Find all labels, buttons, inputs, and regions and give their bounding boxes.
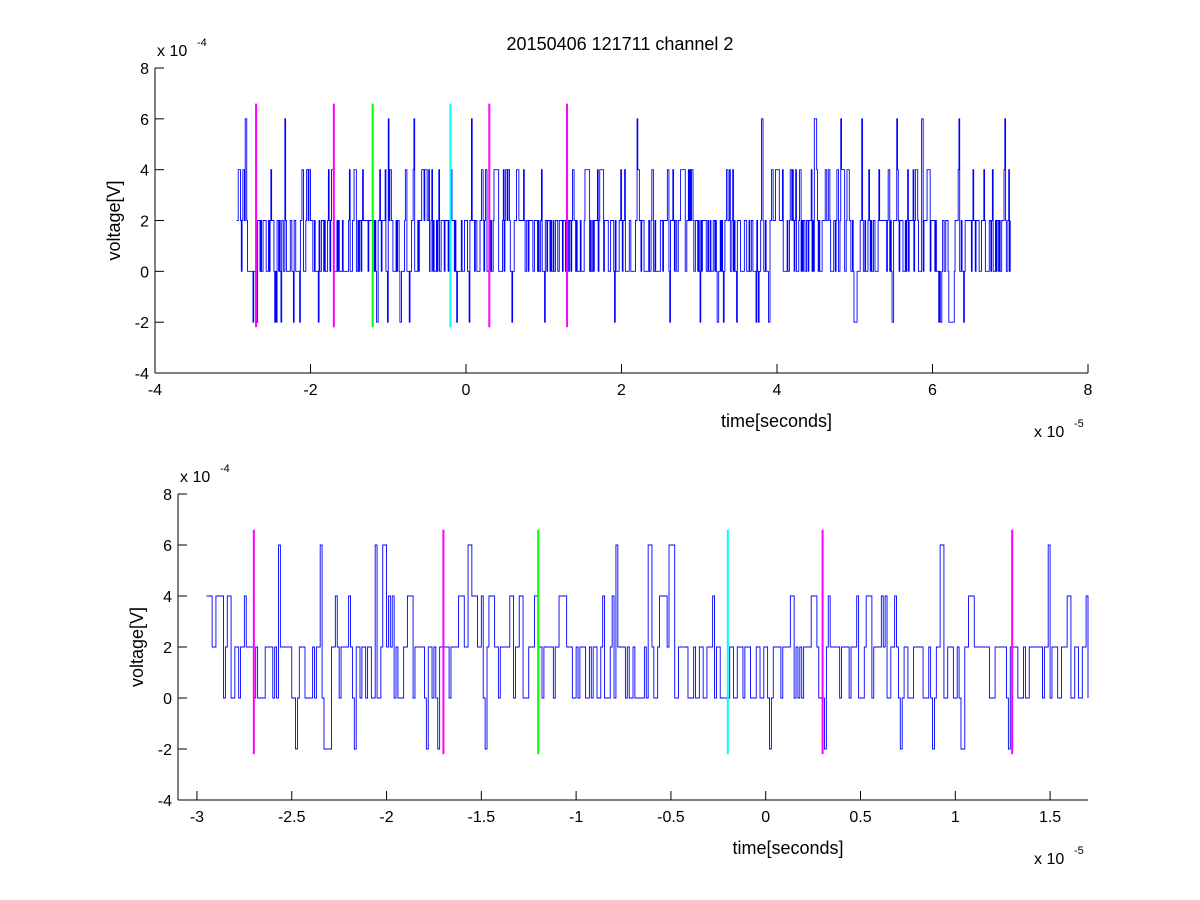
y-tick-label: 6 [140, 112, 149, 129]
x-tick-label: -2.5 [278, 809, 306, 826]
y-axis-label: voltage[V] [104, 180, 124, 260]
y-exponent-power: -4 [197, 37, 207, 49]
plot-top: -4 -2 0 2 4 6 8 -4 -2 0 2 4 6 8 time[seconds] voltage[V… [104, 37, 1093, 441]
y-exponent-power: -4 [220, 463, 230, 475]
x-tick-label: -0.5 [657, 809, 685, 826]
x-tick-label: -3 [190, 809, 204, 826]
y-axis-label: voltage[V] [127, 607, 147, 687]
x-tick-label: -1.5 [468, 809, 496, 826]
y-exponent-label: x 10 [157, 43, 187, 60]
y-tick-label: 0 [140, 264, 149, 281]
x-exponent-label: x 10 [1034, 424, 1064, 441]
x-exponent-power: -5 [1074, 418, 1084, 430]
y-tick-label: -4 [135, 366, 149, 383]
y-tick-label: 8 [163, 487, 172, 504]
y-tick-label: -2 [135, 315, 149, 332]
x-tick-label: 0 [462, 382, 471, 399]
x-exponent-label: x 10 [1034, 851, 1064, 868]
x-tick-label: 6 [928, 382, 937, 399]
plot-bottom: -3 -2.5 -2 -1.5 -1 -0.5 0 0.5 1 1.5 -4 -2 0 2 4 6 8 time[… [127, 463, 1089, 868]
y-tick-label: -4 [158, 793, 172, 810]
y-tick-label: 8 [140, 61, 149, 78]
x-tick-label: 0 [761, 809, 770, 826]
y-tick-label: 4 [140, 163, 149, 180]
x-tick-label: 0.5 [849, 809, 871, 826]
x-tick-label: 1 [951, 809, 960, 826]
x-tick-label: 2 [617, 382, 626, 399]
x-tick-label: 8 [1084, 382, 1093, 399]
y-tick-label: 2 [163, 640, 172, 657]
x-tick-label: 4 [773, 382, 782, 399]
x-exponent-power: -5 [1074, 845, 1084, 857]
y-tick-label: 4 [163, 589, 172, 606]
y-tick-label: 2 [140, 214, 149, 231]
y-tick-label: 6 [163, 538, 172, 555]
x-axis-label: time[seconds] [721, 411, 832, 431]
x-tick-label: -4 [148, 382, 162, 399]
signal-trace [236, 118, 1011, 323]
y-exponent-label: x 10 [180, 469, 210, 486]
x-tick-label: -2 [379, 809, 393, 826]
y-tick-label: -2 [158, 742, 172, 759]
x-tick-label: -1 [569, 809, 583, 826]
y-tick-label: 0 [163, 691, 172, 708]
x-axis-label: time[seconds] [732, 838, 843, 858]
signal-trace [206, 544, 1089, 750]
figure-title: 20150406 121711 channel 2 [507, 34, 734, 54]
x-tick-label: 1.5 [1039, 809, 1061, 826]
x-tick-label: -2 [303, 382, 317, 399]
